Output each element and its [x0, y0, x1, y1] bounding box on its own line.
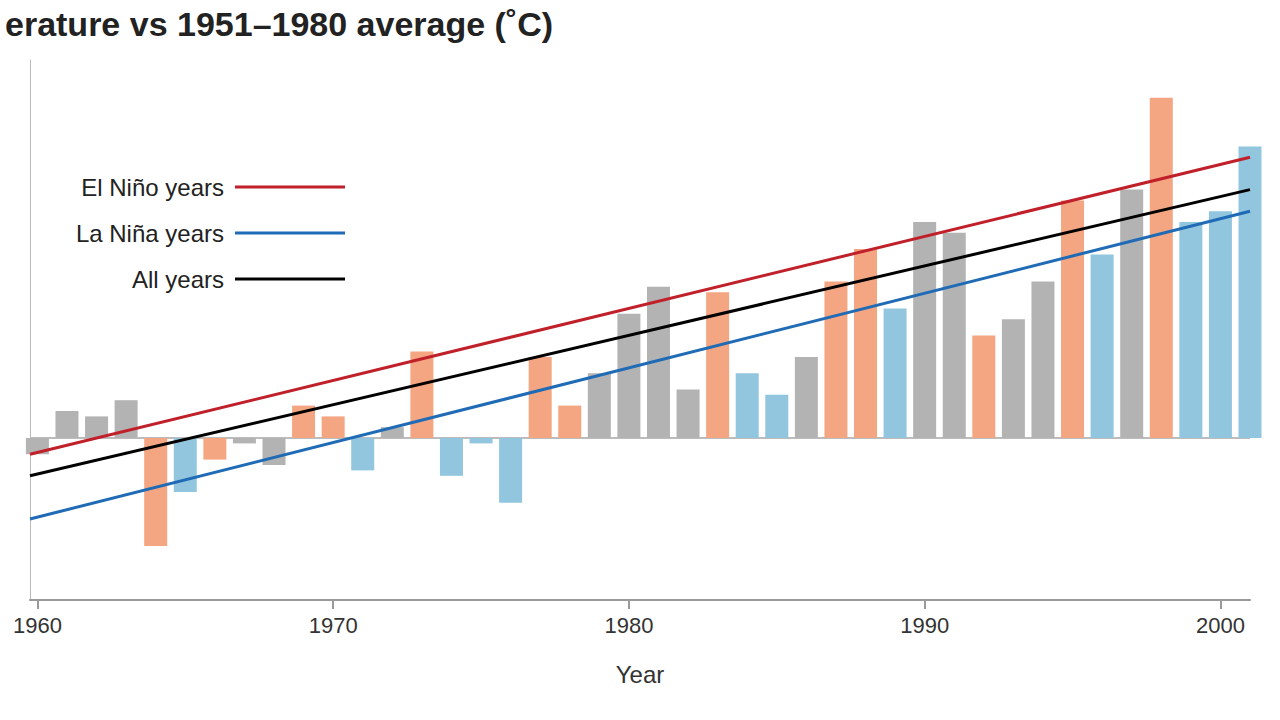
- svg-text:1990: 1990: [900, 613, 949, 638]
- svg-text:1960: 1960: [13, 613, 62, 638]
- svg-text:1970: 1970: [309, 613, 358, 638]
- svg-text:Year: Year: [616, 661, 665, 688]
- svg-text:El Niño years: El Niño years: [81, 174, 224, 201]
- svg-text:All years: All years: [132, 266, 224, 293]
- svg-text:La Niña years: La Niña years: [76, 220, 224, 247]
- svg-text:erature vs 1951–1980 average (: erature vs 1951–1980 average (˚C): [5, 5, 553, 43]
- svg-text:1980: 1980: [604, 613, 653, 638]
- svg-text:2000: 2000: [1196, 613, 1245, 638]
